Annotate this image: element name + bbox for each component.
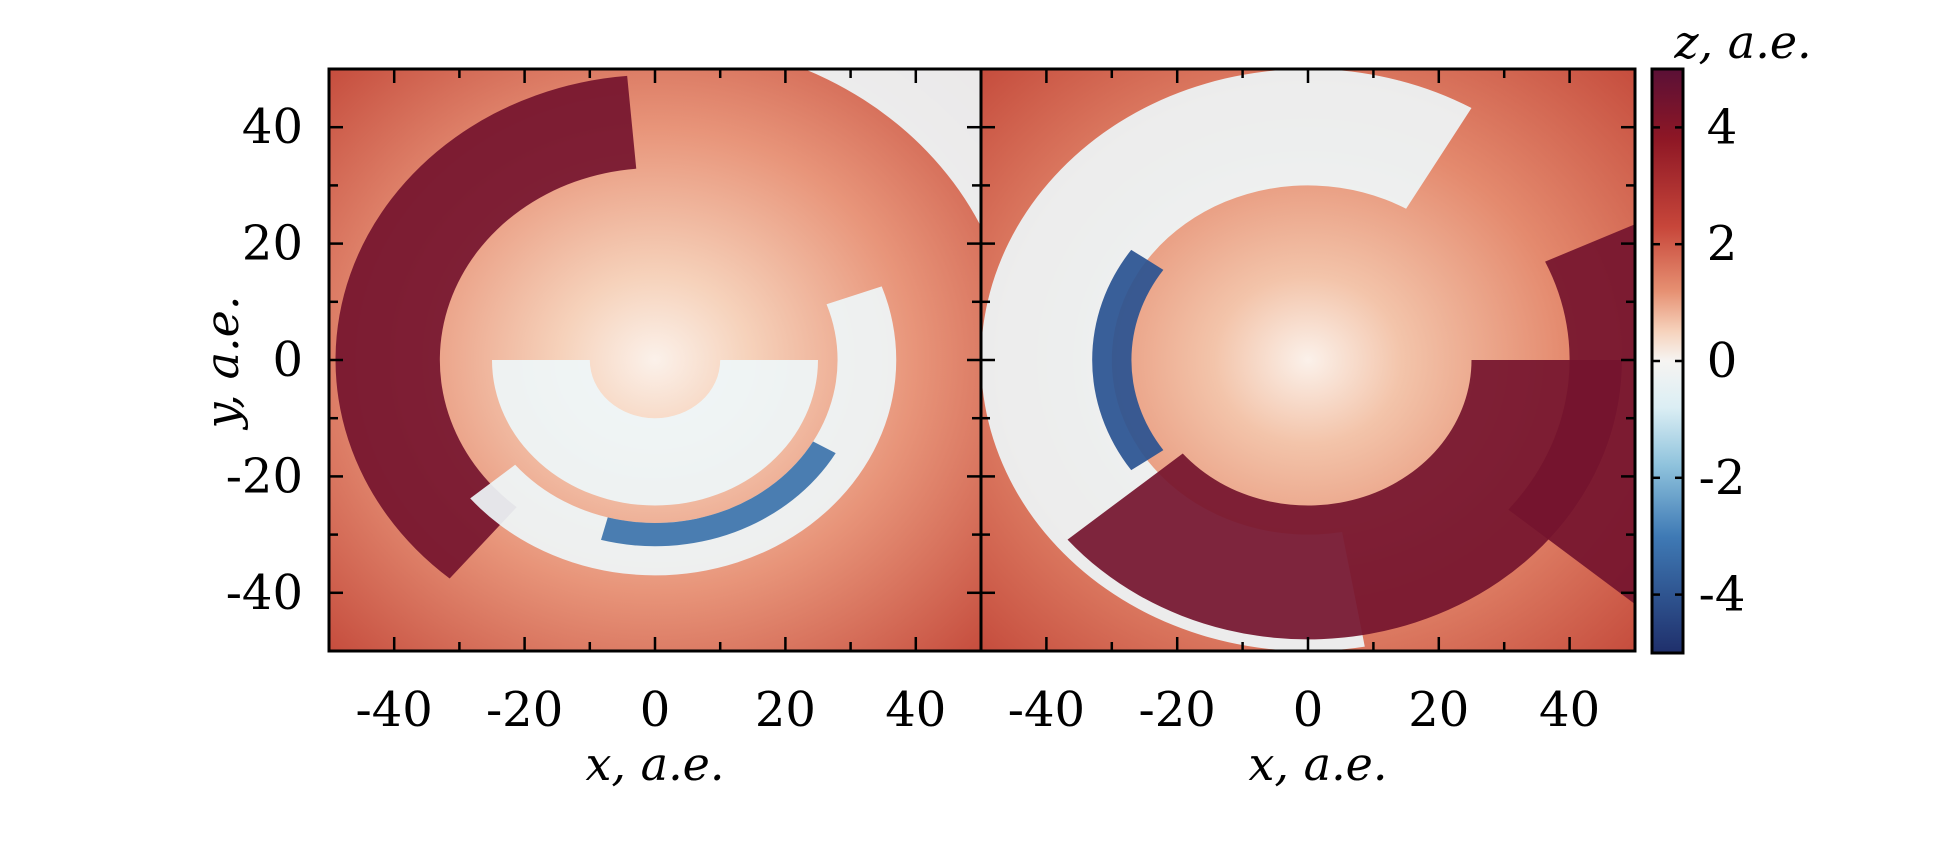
right-heatmap [981, 69, 1635, 651]
y-tick-label: 20 [242, 216, 303, 272]
arc-dark-lower-arm [1067, 360, 1622, 640]
x-tick-label: -20 [1139, 682, 1216, 738]
y-tick-label: -20 [226, 448, 303, 504]
colorbar-tick-label: -2 [1699, 450, 1746, 506]
arc-white-crescent [981, 69, 1472, 651]
arc-blue-patch [601, 441, 836, 547]
left-x-axis-title: x, a.e. [585, 737, 724, 791]
x-tick-label: -20 [486, 682, 563, 738]
x-tick-label: 40 [1539, 682, 1600, 738]
x-tick-label: 0 [1293, 682, 1324, 738]
arc-blue-arm [1092, 249, 1164, 471]
x-tick-label: -40 [356, 682, 433, 738]
x-tick-label: 40 [885, 682, 946, 738]
y-axis-title: y, a.e. [195, 295, 249, 430]
colorbar: z, a.e. 4 2 0 -2 -4 [1650, 15, 1812, 655]
colorbar-tick-label: -4 [1699, 567, 1746, 623]
colorbar-tick-label: 0 [1707, 333, 1738, 389]
x-tick-label: 20 [755, 682, 816, 738]
arc-top-right-white [804, 69, 981, 227]
y-tick-label: -40 [226, 565, 303, 621]
x-tick-label: 0 [640, 682, 671, 738]
x-tick-label: -40 [1008, 682, 1085, 738]
x-tick-label: 20 [1408, 682, 1469, 738]
colorbar-tick-label: 2 [1707, 216, 1738, 272]
colorbar-title: z, a.e. [1673, 15, 1811, 69]
arc-white-band [470, 286, 897, 576]
left-heatmap [329, 69, 981, 651]
colorbar-tick-label: 4 [1707, 99, 1738, 155]
y-tick-label: 40 [242, 99, 303, 155]
y-tick-label: 0 [272, 332, 303, 388]
arc-right-dark-edge [1508, 224, 1635, 605]
arc-outer-dark-arm [335, 75, 637, 579]
arc-inner-white-arcs [492, 360, 818, 506]
right-x-axis-title: x, a.e. [1248, 737, 1387, 791]
